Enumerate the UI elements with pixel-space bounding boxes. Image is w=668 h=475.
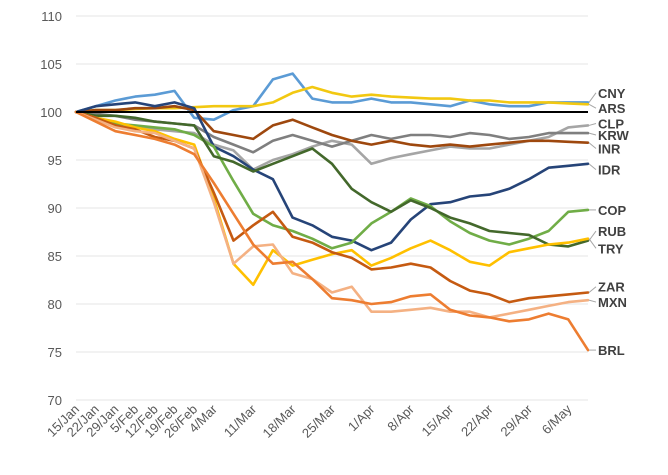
series-line-rub xyxy=(74,110,590,248)
series-line-cop xyxy=(74,110,590,250)
leader-line-ars xyxy=(588,103,597,109)
leader-line-mxn xyxy=(588,299,597,303)
leader-line-zar xyxy=(588,286,597,293)
series-label-zar: ZAR xyxy=(598,280,625,295)
series-line-idr xyxy=(74,101,590,252)
leader-line-inr xyxy=(588,142,597,149)
series-line-mxn xyxy=(74,110,590,319)
y-tick-label: 100 xyxy=(40,105,62,120)
series-label-cop: COP xyxy=(598,203,627,218)
series-line-try xyxy=(74,110,590,287)
x-tick-label: 18/Mar xyxy=(260,401,300,441)
series-label-krw: KRW xyxy=(598,128,630,143)
series-label-mxn: MXN xyxy=(598,295,627,310)
y-tick-label: 90 xyxy=(48,201,62,216)
y-tick-label: 105 xyxy=(40,57,62,72)
series-line-cny xyxy=(74,72,590,121)
x-tick-label: 25/Mar xyxy=(299,401,339,441)
y-tick-label: 70 xyxy=(48,393,62,408)
x-tick-label: 15/Apr xyxy=(419,401,457,439)
series-line-inr xyxy=(74,104,590,148)
series-label-cny: CNY xyxy=(598,86,626,101)
series-line-brl xyxy=(74,110,590,352)
y-tick-label: 80 xyxy=(48,297,62,312)
series-line-clp xyxy=(74,110,590,171)
leader-line-krw xyxy=(588,132,597,136)
series-label-try: TRY xyxy=(598,241,624,256)
series-label-brl: BRL xyxy=(598,343,625,358)
x-tick-label: 1/Apr xyxy=(345,401,378,434)
series-line-zar xyxy=(74,110,590,304)
leader-line-idr xyxy=(588,163,597,170)
leader-line-cny xyxy=(588,92,597,103)
leader-line-try xyxy=(588,238,597,249)
y-tick-label: 75 xyxy=(48,345,62,360)
x-tick-label: 22/Apr xyxy=(458,401,496,439)
series-label-ars: ARS xyxy=(598,101,626,116)
x-tick-label: 11/Mar xyxy=(221,401,260,440)
series-label-rub: RUB xyxy=(598,224,626,239)
leader-line-clp xyxy=(588,123,597,126)
y-tick-label: 85 xyxy=(48,249,62,264)
x-tick-label: 6/May xyxy=(539,401,575,437)
y-tick-label: 95 xyxy=(48,153,62,168)
x-tick-label: 8/Apr xyxy=(384,401,417,434)
x-tick-label: 29/Apr xyxy=(497,401,535,439)
series-label-inr: INR xyxy=(598,141,621,156)
series-label-idr: IDR xyxy=(598,163,621,178)
y-tick-label: 110 xyxy=(41,9,62,24)
leader-line-rub xyxy=(588,230,597,241)
series-label-clp: CLP xyxy=(598,117,624,132)
